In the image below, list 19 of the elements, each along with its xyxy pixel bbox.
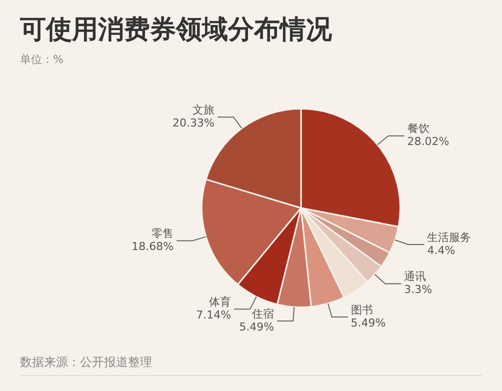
data-label: 20.33% [172, 116, 214, 130]
chart-title: 可使用消费券领域分布情况 [20, 14, 332, 47]
slice-label: 图书 [350, 303, 373, 316]
slice-label: 住宿 [252, 307, 274, 320]
slice-label: 通讯 [404, 270, 426, 284]
data-label: 7.14% [196, 308, 232, 322]
slice-label: 体育 [209, 296, 232, 309]
data-label: 4.4% [427, 244, 456, 257]
slice-label: 文旅 [192, 103, 214, 116]
slice-label: 生活服务 [427, 230, 472, 244]
data-label: 5.49% [350, 316, 386, 330]
data-label: 18.68% [132, 240, 174, 254]
slice-label: 餐饮 [407, 122, 430, 136]
data-label: 3.3% [404, 283, 432, 296]
source-note: 数据来源：公开报道整理 [20, 354, 152, 371]
slice-label: 零售 [152, 227, 174, 240]
data-label: 28.02% [407, 135, 450, 148]
data-label: 5.49% [239, 320, 274, 334]
text: 单位：% [20, 52, 64, 67]
